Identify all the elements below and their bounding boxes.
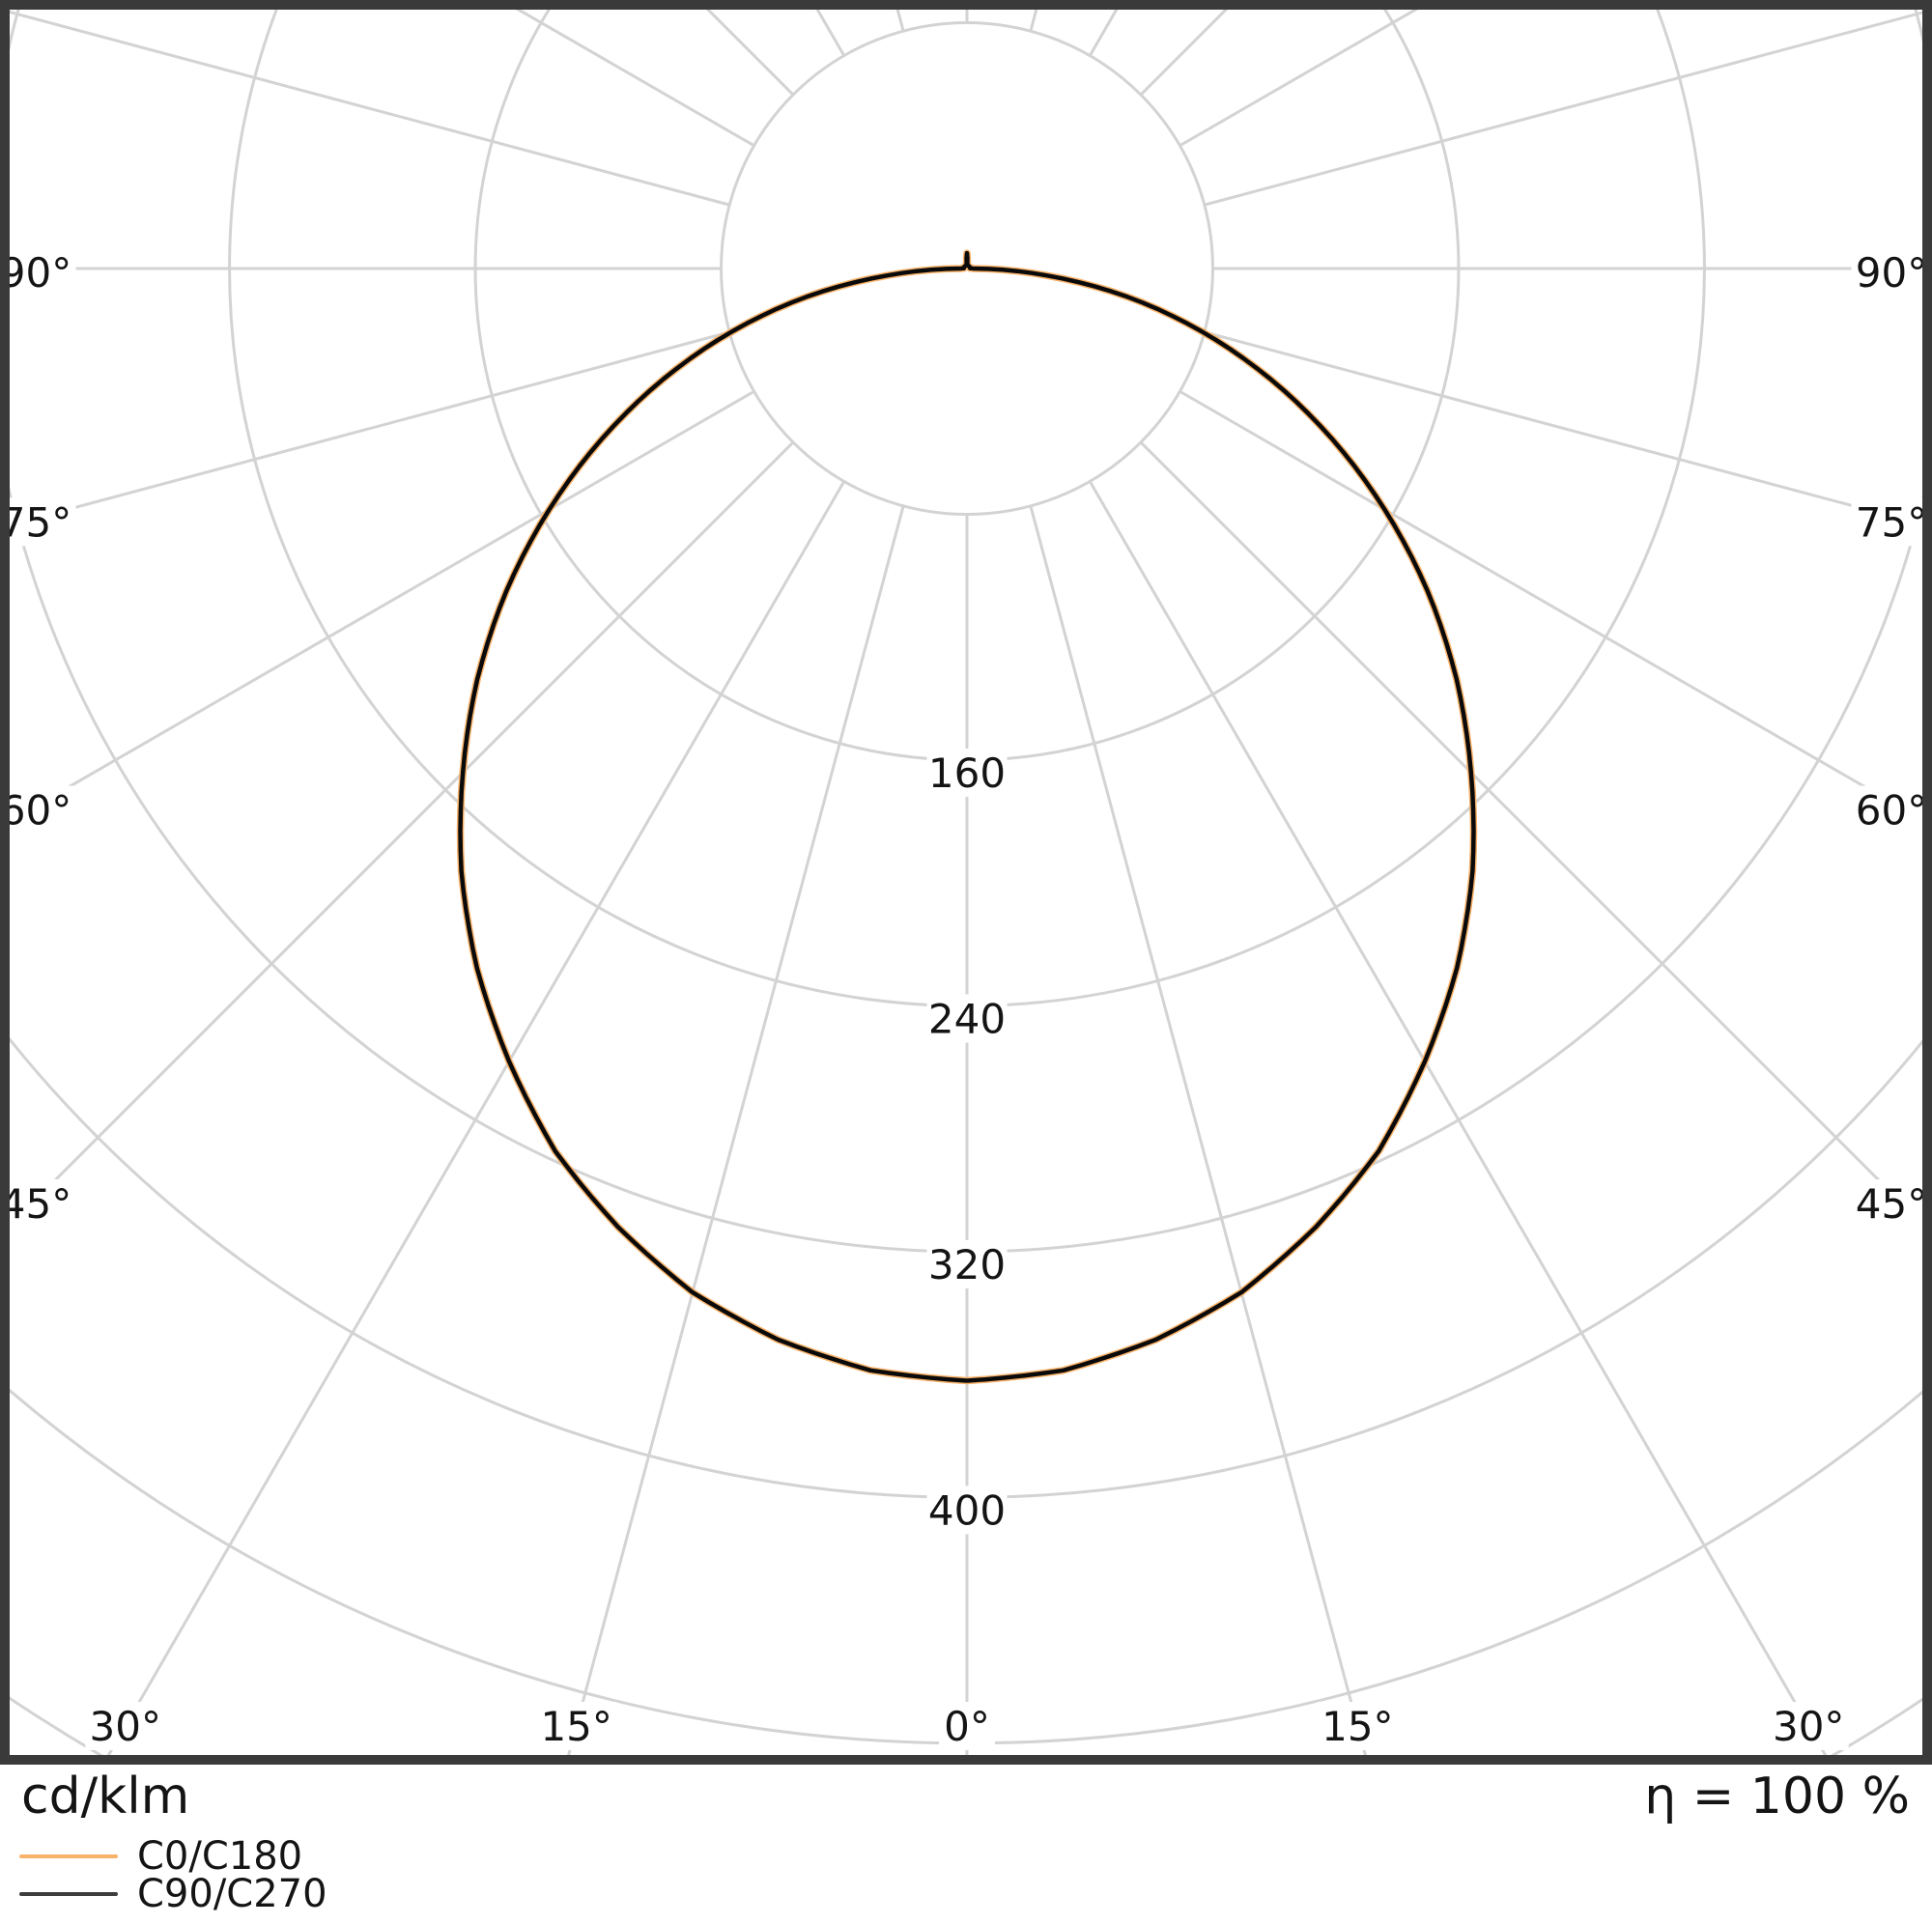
radial-tick-160-box xyxy=(926,748,1008,797)
c90-c270-line-swatch xyxy=(19,1891,118,1896)
grid-spoke-345 xyxy=(567,505,905,1755)
legend-row-c0: C0/C180 xyxy=(19,1833,327,1879)
grid-spoke-75 xyxy=(1204,330,1922,526)
radial-tick-400: 400 xyxy=(928,1487,1006,1535)
grid-spoke-30 xyxy=(1088,480,1828,1755)
radial-tick-240: 240 xyxy=(928,996,1006,1043)
grid-spoke-255 xyxy=(10,10,730,207)
legend-row-c90: C90/C270 xyxy=(19,1871,327,1916)
angle-tick-left-90°: 90° xyxy=(0,249,71,297)
legend-label-c90-c270: C90/C270 xyxy=(137,1871,327,1916)
angle-tick-bottom-left-30°-box xyxy=(85,1702,166,1750)
angle-tick-bottom-left-30°: 30° xyxy=(90,1703,161,1750)
grid-spoke-315 xyxy=(10,440,795,1229)
tick-labels: 160 240 320 400 90° 75° 60° 45° 90° 75° 60° 45° 30° 1… xyxy=(0,248,1932,1750)
angle-tick-bottom-0°: 0° xyxy=(944,1703,990,1750)
angle-tick-right-60°: 60° xyxy=(1856,787,1927,835)
angle-tick-bottom-right-15°-box xyxy=(1317,1702,1398,1750)
curve-c90-c270 xyxy=(458,250,1476,1383)
angle-tick-bottom-left-15°-box xyxy=(536,1702,617,1750)
angle-tick-left-60°-box xyxy=(0,785,76,835)
grid-spoke-105 xyxy=(1204,11,1922,207)
angle-tick-right-90°-box xyxy=(1851,248,1932,297)
efficiency-label: η = 100 % xyxy=(1644,1768,1910,1825)
grid-spoke-330 xyxy=(106,480,846,1755)
legend-label-c0-c180: C0/C180 xyxy=(137,1833,303,1879)
plot-frame xyxy=(0,0,1932,1765)
angle-tick-left-75°-box xyxy=(0,497,76,547)
angle-tick-right-75°-box xyxy=(1851,497,1932,547)
c0-c180-line-swatch xyxy=(19,1853,118,1858)
grid-spoke-45 xyxy=(1139,440,1922,1227)
angle-tick-bottom-0°-box xyxy=(939,1702,995,1750)
radial-tick-320-box xyxy=(926,1239,1008,1288)
radial-tick-160: 160 xyxy=(928,750,1006,797)
angle-tick-right-45°: 45° xyxy=(1856,1180,1927,1228)
angle-tick-left-45°-box xyxy=(0,1179,76,1228)
radial-tick-400-box xyxy=(926,1485,1008,1535)
angle-tick-left-45°: 45° xyxy=(0,1180,71,1228)
angle-tick-bottom-left-15°: 15° xyxy=(540,1703,611,1750)
grid-spoke-285 xyxy=(10,330,730,527)
angle-tick-left-90°-box xyxy=(0,248,76,297)
grid-spoke-300 xyxy=(10,389,755,823)
angle-tick-right-45°-box xyxy=(1851,1179,1932,1228)
angle-tick-bottom-right-30°: 30° xyxy=(1773,1703,1844,1750)
angle-tick-right-90°: 90° xyxy=(1856,249,1927,297)
intensity-curves xyxy=(456,249,1478,1385)
grid-spoke-15 xyxy=(1029,505,1367,1755)
angle-tick-right-60°-box xyxy=(1851,785,1932,835)
grid-spoke-60 xyxy=(1179,389,1922,822)
units-label: cd/klm xyxy=(21,1768,190,1825)
radial-tick-320: 320 xyxy=(928,1241,1006,1288)
radial-tick-240-box xyxy=(926,994,1008,1043)
angle-tick-right-75°: 75° xyxy=(1856,498,1927,546)
angle-tick-bottom-right-30°-box xyxy=(1768,1702,1849,1750)
angle-tick-bottom-right-15°: 15° xyxy=(1321,1703,1393,1750)
angle-tick-left-60°: 60° xyxy=(0,787,71,835)
angle-tick-left-75°: 75° xyxy=(0,498,71,546)
legend: C0/C180 C90/C270 xyxy=(19,1833,327,1916)
